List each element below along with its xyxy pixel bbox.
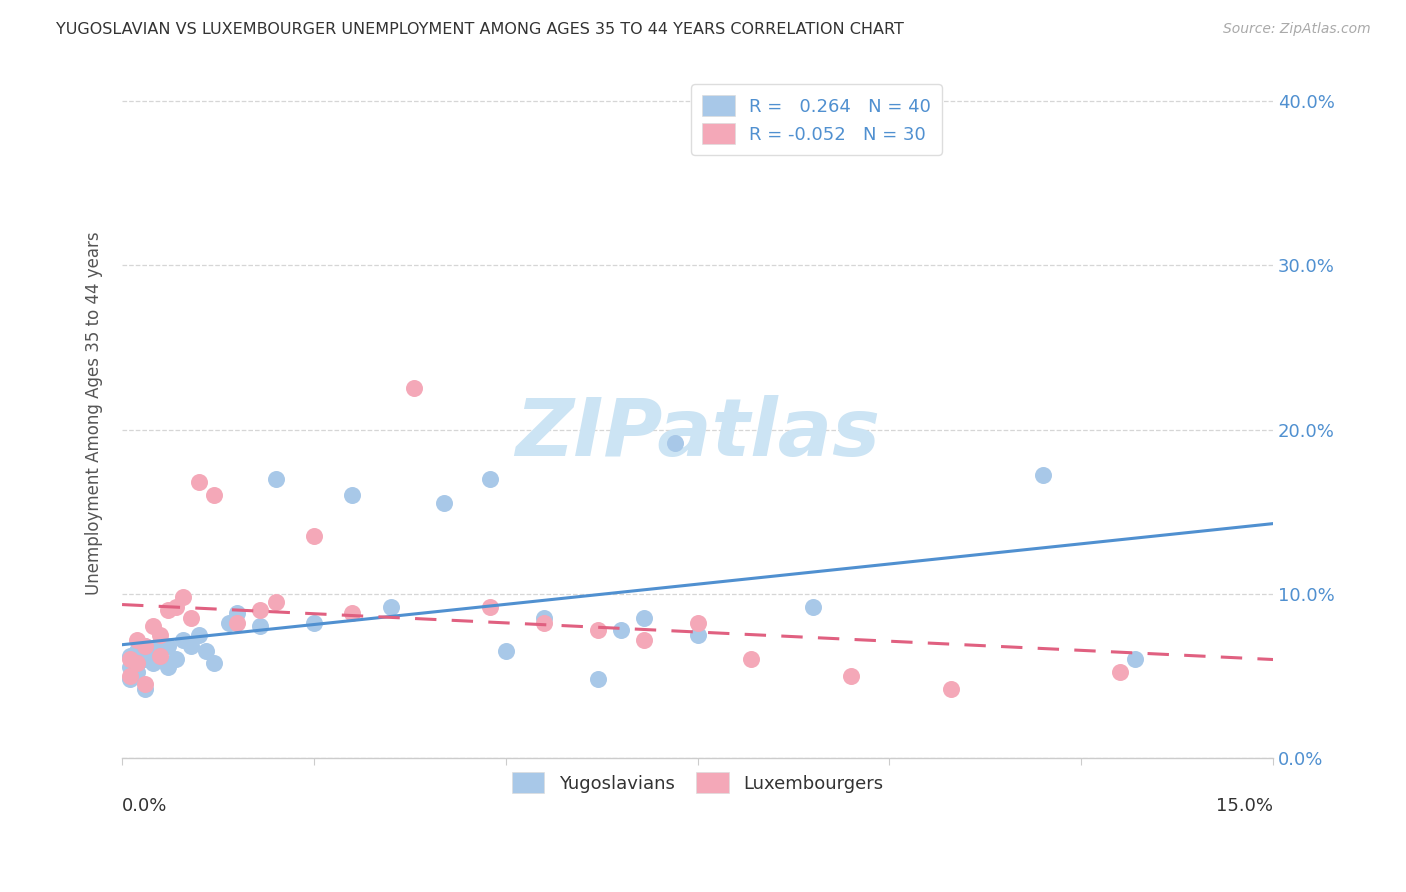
Point [157, 603, 180, 617]
Point [380, 599, 402, 614]
Point [118, 672, 141, 686]
Text: 0.0%: 0.0% [122, 797, 167, 814]
Point [165, 599, 187, 614]
Point [586, 672, 609, 686]
Point [479, 599, 502, 614]
Point [801, 599, 824, 614]
Point [740, 652, 762, 666]
Point [142, 644, 165, 658]
Point [134, 677, 156, 691]
Point [302, 529, 325, 543]
Point [939, 681, 962, 696]
Y-axis label: Unemployment Among Ages 35 to 44 years: Unemployment Among Ages 35 to 44 years [86, 231, 103, 595]
Point [187, 627, 209, 641]
Point [686, 616, 709, 631]
Point [633, 611, 655, 625]
Point [142, 619, 165, 633]
Point [226, 607, 249, 621]
Point [149, 648, 172, 663]
Point [172, 590, 194, 604]
Point [149, 636, 172, 650]
Point [533, 611, 555, 625]
Point [342, 488, 364, 502]
Point [127, 665, 149, 680]
Point [118, 648, 141, 663]
Point [342, 607, 364, 621]
Text: 15.0%: 15.0% [1216, 797, 1272, 814]
Point [633, 632, 655, 647]
Point [127, 656, 149, 670]
Point [149, 652, 172, 666]
Point [142, 656, 165, 670]
Point [180, 639, 202, 653]
Point [127, 656, 149, 670]
Point [118, 660, 141, 674]
Legend: Yugoslavians, Luxembourgers: Yugoslavians, Luxembourgers [505, 765, 890, 800]
Point [180, 611, 202, 625]
Text: ZIPatlas: ZIPatlas [515, 395, 880, 473]
Point [533, 616, 555, 631]
Point [586, 623, 609, 637]
Point [402, 382, 425, 396]
Point [479, 472, 502, 486]
Point [264, 472, 287, 486]
Point [249, 603, 271, 617]
Point [157, 639, 180, 653]
Text: YUGOSLAVIAN VS LUXEMBOURGER UNEMPLOYMENT AMONG AGES 35 TO 44 YEARS CORRELATION C: YUGOSLAVIAN VS LUXEMBOURGER UNEMPLOYMENT… [56, 22, 904, 37]
Point [165, 652, 187, 666]
Point [686, 627, 709, 641]
Point [118, 668, 141, 682]
Point [134, 639, 156, 653]
Point [433, 496, 456, 510]
Point [134, 639, 156, 653]
Point [302, 616, 325, 631]
Point [127, 644, 149, 658]
Point [149, 627, 172, 641]
Point [249, 619, 271, 633]
Point [172, 632, 194, 647]
Point [1123, 652, 1146, 666]
Point [664, 435, 686, 450]
Point [610, 623, 633, 637]
Point [157, 660, 180, 674]
Point [839, 668, 862, 682]
Point [127, 632, 149, 647]
Point [134, 681, 156, 696]
Point [495, 644, 517, 658]
Point [202, 488, 225, 502]
Point [1108, 665, 1130, 680]
Point [1032, 468, 1054, 483]
Point [134, 652, 156, 666]
Point [264, 595, 287, 609]
Point [218, 616, 240, 631]
Point [118, 652, 141, 666]
Point [202, 656, 225, 670]
Text: Source: ZipAtlas.com: Source: ZipAtlas.com [1223, 22, 1371, 37]
Point [195, 644, 218, 658]
Point [187, 475, 209, 489]
Point [226, 616, 249, 631]
